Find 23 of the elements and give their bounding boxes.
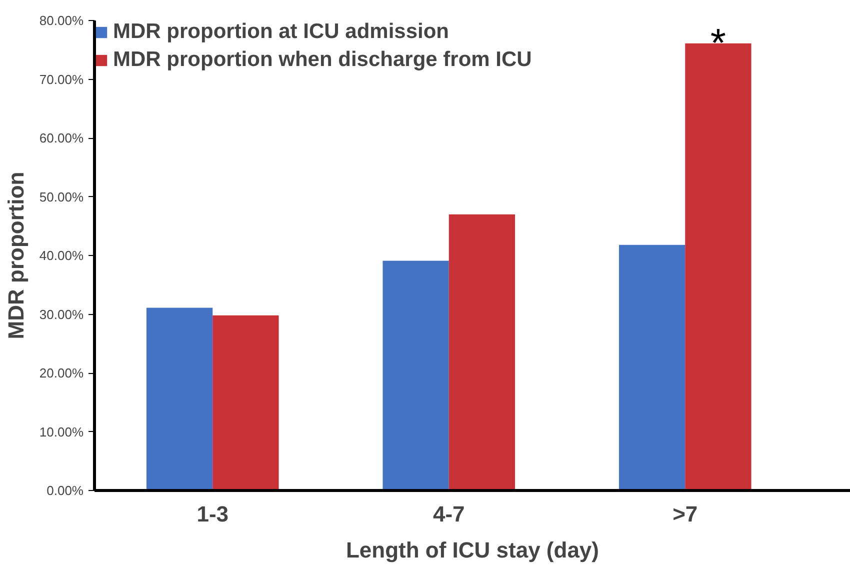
y-tick-label: 80.00% [39,13,84,28]
x-tick-label: 4-7 [432,502,465,526]
y-tick-label: 10.00% [39,424,84,440]
y-tick-label: 20.00% [39,366,84,380]
y-tick-label: 50.00% [39,189,84,204]
y-tick-label: 40.00% [39,248,84,263]
bar [146,308,213,490]
annotation: * [710,21,726,66]
bar [382,260,449,490]
x-tick-label: 1-3 [196,502,229,526]
y-tick-label: 0.00% [46,483,84,498]
bar [212,315,279,490]
bar [448,214,516,490]
bar [685,43,752,490]
bar [618,244,686,490]
legend-label: MDR proportion at ICU admission [113,20,449,44]
x-axis-title: Length of ICU stay (day) [346,538,600,562]
y-axis-title: MDR proportion [3,172,28,340]
y-tick-label: 30.00% [39,306,84,322]
legend-label: MDR proportion when discharge from ICU [113,48,532,72]
y-tick-label: 60.00% [39,130,84,146]
y-tick-label: 70.00% [39,72,84,87]
x-tick-label: >7 [672,502,698,526]
